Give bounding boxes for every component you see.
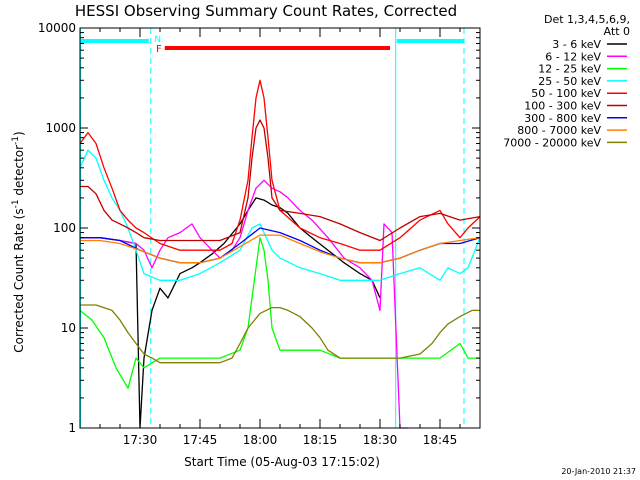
x-tick-label-6: 18:45	[423, 433, 458, 447]
night-indicator-bars	[80, 28, 465, 428]
legend-label-1: 3 - 6 keV	[552, 38, 601, 51]
series-line-1	[80, 197, 381, 429]
legend-label-4: 25 - 50 keV	[538, 75, 601, 88]
series-line-3	[79, 237, 480, 389]
y-tick-label-5: 10000	[38, 21, 76, 35]
legend-label-8: 800 - 7000 keV	[517, 124, 601, 137]
flag-label-flare: F	[156, 44, 162, 55]
chart-title: HESSI Observing Summary Count Rates, Cor…	[75, 2, 457, 20]
y-axis-label-sup1: -1	[11, 199, 21, 208]
legend-label-5: 50 - 100 keV	[531, 87, 601, 100]
y-axis-label-end: )	[12, 131, 26, 136]
legend-label-3: 12 - 25 keV	[538, 63, 601, 76]
legend-label-9: 7000 - 20000 keV	[503, 136, 601, 149]
timestamp: 20-Jan-2010 21:37	[561, 467, 636, 476]
legend-header-1: Det 1,3,4,5,6,9,	[544, 13, 630, 26]
x-axis: 17:30 17:45 18:00 18:15 18:30 18:45	[79, 28, 481, 447]
y-axis-label: Corrected Count Rate (s-1 detector-1)	[11, 131, 26, 352]
y-tick-label-3: 100	[53, 221, 76, 235]
y-tick-label-2: 10	[61, 321, 76, 335]
series-line-6	[80, 119, 481, 242]
flag-label-night: N	[154, 35, 161, 45]
y-axis-label-sup2: -1	[11, 136, 21, 145]
legend-label-7: 300 - 800 keV	[524, 112, 601, 125]
series-line-8	[80, 234, 481, 264]
series-line-2	[80, 179, 408, 429]
series-line-9	[80, 304, 480, 364]
y-tick-label-4: 1000	[45, 121, 76, 135]
x-tick-label-2: 17:45	[183, 433, 218, 447]
y-tick-label-1: 1	[68, 421, 76, 435]
flag-labels: NF	[154, 35, 162, 55]
x-tick-label-3: 18:00	[243, 433, 278, 447]
x-tick-label-4: 18:15	[303, 433, 338, 447]
x-tick-label-5: 18:30	[363, 433, 398, 447]
data-series	[79, 79, 481, 429]
legend-header-2: Att 0	[604, 25, 630, 38]
x-axis-label: Start Time (05-Aug-03 17:15:02)	[184, 455, 380, 469]
y-axis-label-mid: detector	[12, 145, 26, 200]
legend-label-2: 6 - 12 keV	[545, 50, 601, 63]
y-axis-label-main: Corrected Count Rate (s	[12, 208, 26, 352]
legend-label-6: 100 - 300 keV	[524, 100, 601, 113]
x-tick-label-1: 17:30	[123, 433, 158, 447]
series-line-5	[79, 79, 481, 251]
y-axis: 1 10 100 1000 10000	[38, 21, 480, 435]
